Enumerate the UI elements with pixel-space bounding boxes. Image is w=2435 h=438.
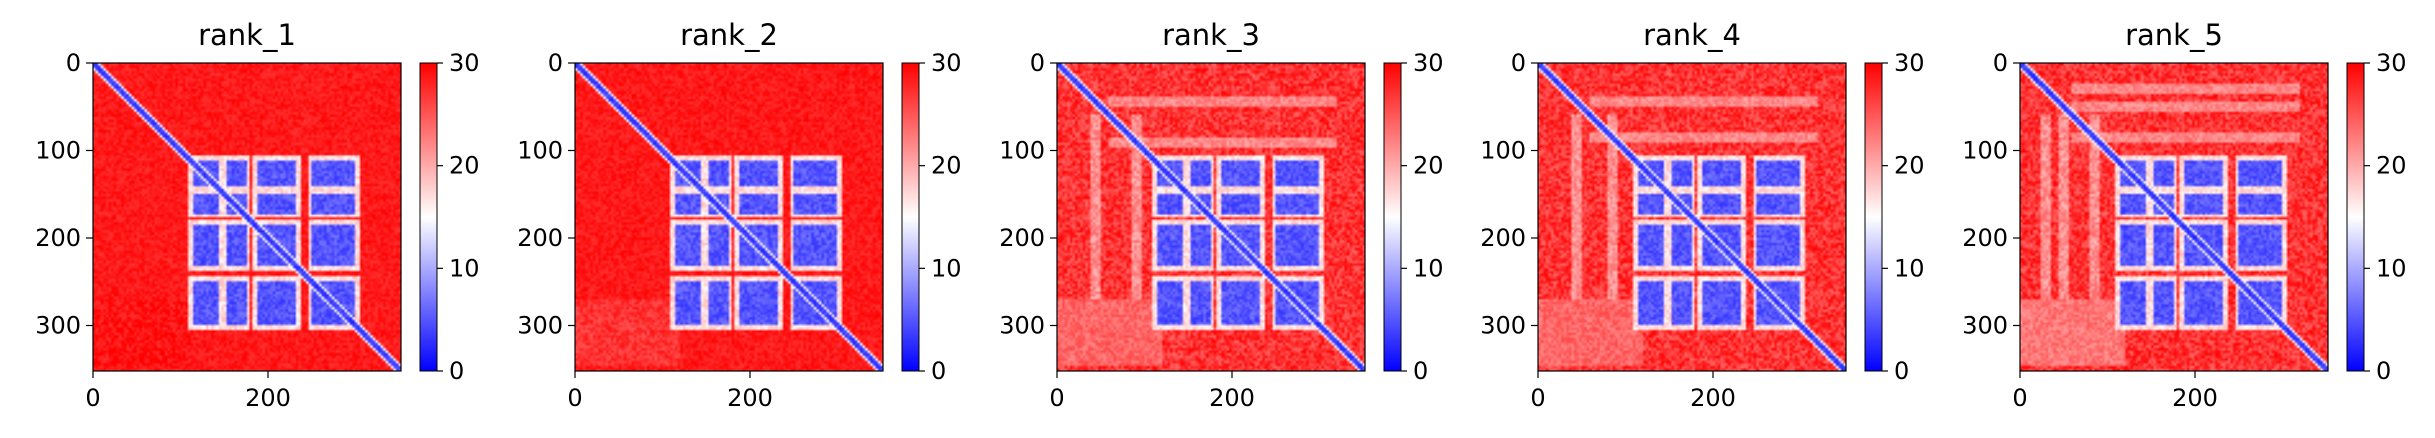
colorbar-tick-label: 10: [1413, 254, 1444, 282]
y-tick-label: 300: [999, 312, 1045, 340]
colorbar-tick-label: 0: [1413, 357, 1428, 385]
heatmap-panel-3: rank_3 0 200 0 100 200 300 0 10 20 30: [999, 18, 1443, 412]
axes-frame: [92, 62, 402, 372]
axes-frame: [1537, 62, 1847, 372]
y-tick-label: 200: [35, 224, 81, 252]
y-tick-label: 100: [517, 137, 563, 165]
heatmap-panel-4: rank_4 0 200 0 100 200 300 0 10 20 30: [1480, 18, 1924, 412]
colorbar-tick-label: 0: [449, 357, 464, 385]
colorbar-tick-label: 30: [1894, 49, 1925, 77]
colorbar-tick-label: 10: [2376, 254, 2407, 282]
x-tick-label: 200: [1690, 384, 1736, 412]
x-tick-label: 0: [2012, 384, 2027, 412]
colorbar-tick-label: 20: [449, 152, 480, 180]
colorbar-tick-label: 30: [931, 49, 962, 77]
colorbar-tick-label: 20: [931, 152, 962, 180]
colorbar-tick-label: 0: [2376, 357, 2391, 385]
y-tick-label: 0: [1030, 49, 1045, 77]
x-tick-label: 200: [1209, 384, 1255, 412]
heatmap-image: [2020, 63, 2328, 371]
colorbar-tick-label: 30: [1413, 49, 1444, 77]
x-tick-label: 0: [567, 384, 582, 412]
colorbar-tick-label: 30: [449, 49, 480, 77]
colorbar-tick-label: 20: [1894, 152, 1925, 180]
heatmap-image: [575, 63, 883, 371]
y-tick-label: 300: [1962, 312, 2008, 340]
heatmap-panel-5: rank_5 0 200 0 100 200 300 0 10 20 30: [1962, 18, 2406, 412]
colorbar-tick-label: 0: [931, 357, 946, 385]
panel-title: rank_4: [1643, 18, 1741, 52]
y-tick-label: 100: [35, 137, 81, 165]
colorbar: [1383, 62, 1402, 372]
y-tick-label: 300: [517, 312, 563, 340]
colorbar-tick-label: 10: [1894, 254, 1925, 282]
y-tick-label: 0: [1511, 49, 1526, 77]
y-tick-label: 0: [1993, 49, 2008, 77]
colorbar: [901, 62, 920, 372]
y-tick-label: 0: [66, 49, 81, 77]
colorbar-tick-label: 30: [2376, 49, 2407, 77]
colorbar: [419, 62, 438, 372]
x-tick-label: 0: [1530, 384, 1545, 412]
y-tick-label: 300: [1480, 312, 1526, 340]
panel-title: rank_5: [2125, 18, 2223, 52]
y-tick-label: 0: [548, 49, 563, 77]
axes-frame: [574, 62, 884, 372]
colorbar-tick-label: 0: [1894, 357, 1909, 385]
heatmap-panel-1: rank_1 0 200 0 100 200 300 0 10 20 30: [35, 18, 479, 412]
x-tick-label: 0: [85, 384, 100, 412]
x-tick-label: 200: [245, 384, 291, 412]
y-tick-label: 100: [1962, 137, 2008, 165]
colorbar-tick-label: 10: [449, 254, 480, 282]
y-tick-label: 300: [35, 312, 81, 340]
heatmap-panel-2: rank_2 0 200 0 100 200 300 0 10 20 30: [517, 18, 961, 412]
y-tick-label: 100: [1480, 137, 1526, 165]
panel-title: rank_2: [680, 18, 778, 52]
x-tick-label: 200: [727, 384, 773, 412]
heatmap-image: [1538, 63, 1846, 371]
colorbar: [2346, 62, 2365, 372]
y-tick-label: 200: [1962, 224, 2008, 252]
y-tick-label: 200: [1480, 224, 1526, 252]
axes-frame: [1056, 62, 1366, 372]
panel-title: rank_3: [1162, 18, 1260, 52]
x-tick-label: 0: [1049, 384, 1064, 412]
panel-title: rank_1: [198, 18, 296, 52]
colorbar-tick-label: 10: [931, 254, 962, 282]
x-tick-label: 200: [2172, 384, 2218, 412]
heatmap-image: [1057, 63, 1365, 371]
heatmap-image: [93, 63, 401, 371]
colorbar: [1864, 62, 1883, 372]
colorbar-tick-label: 20: [1413, 152, 1444, 180]
y-tick-label: 200: [999, 224, 1045, 252]
axes-frame: [2019, 62, 2329, 372]
y-tick-label: 200: [517, 224, 563, 252]
colorbar-tick-label: 20: [2376, 152, 2407, 180]
y-tick-label: 100: [999, 137, 1045, 165]
